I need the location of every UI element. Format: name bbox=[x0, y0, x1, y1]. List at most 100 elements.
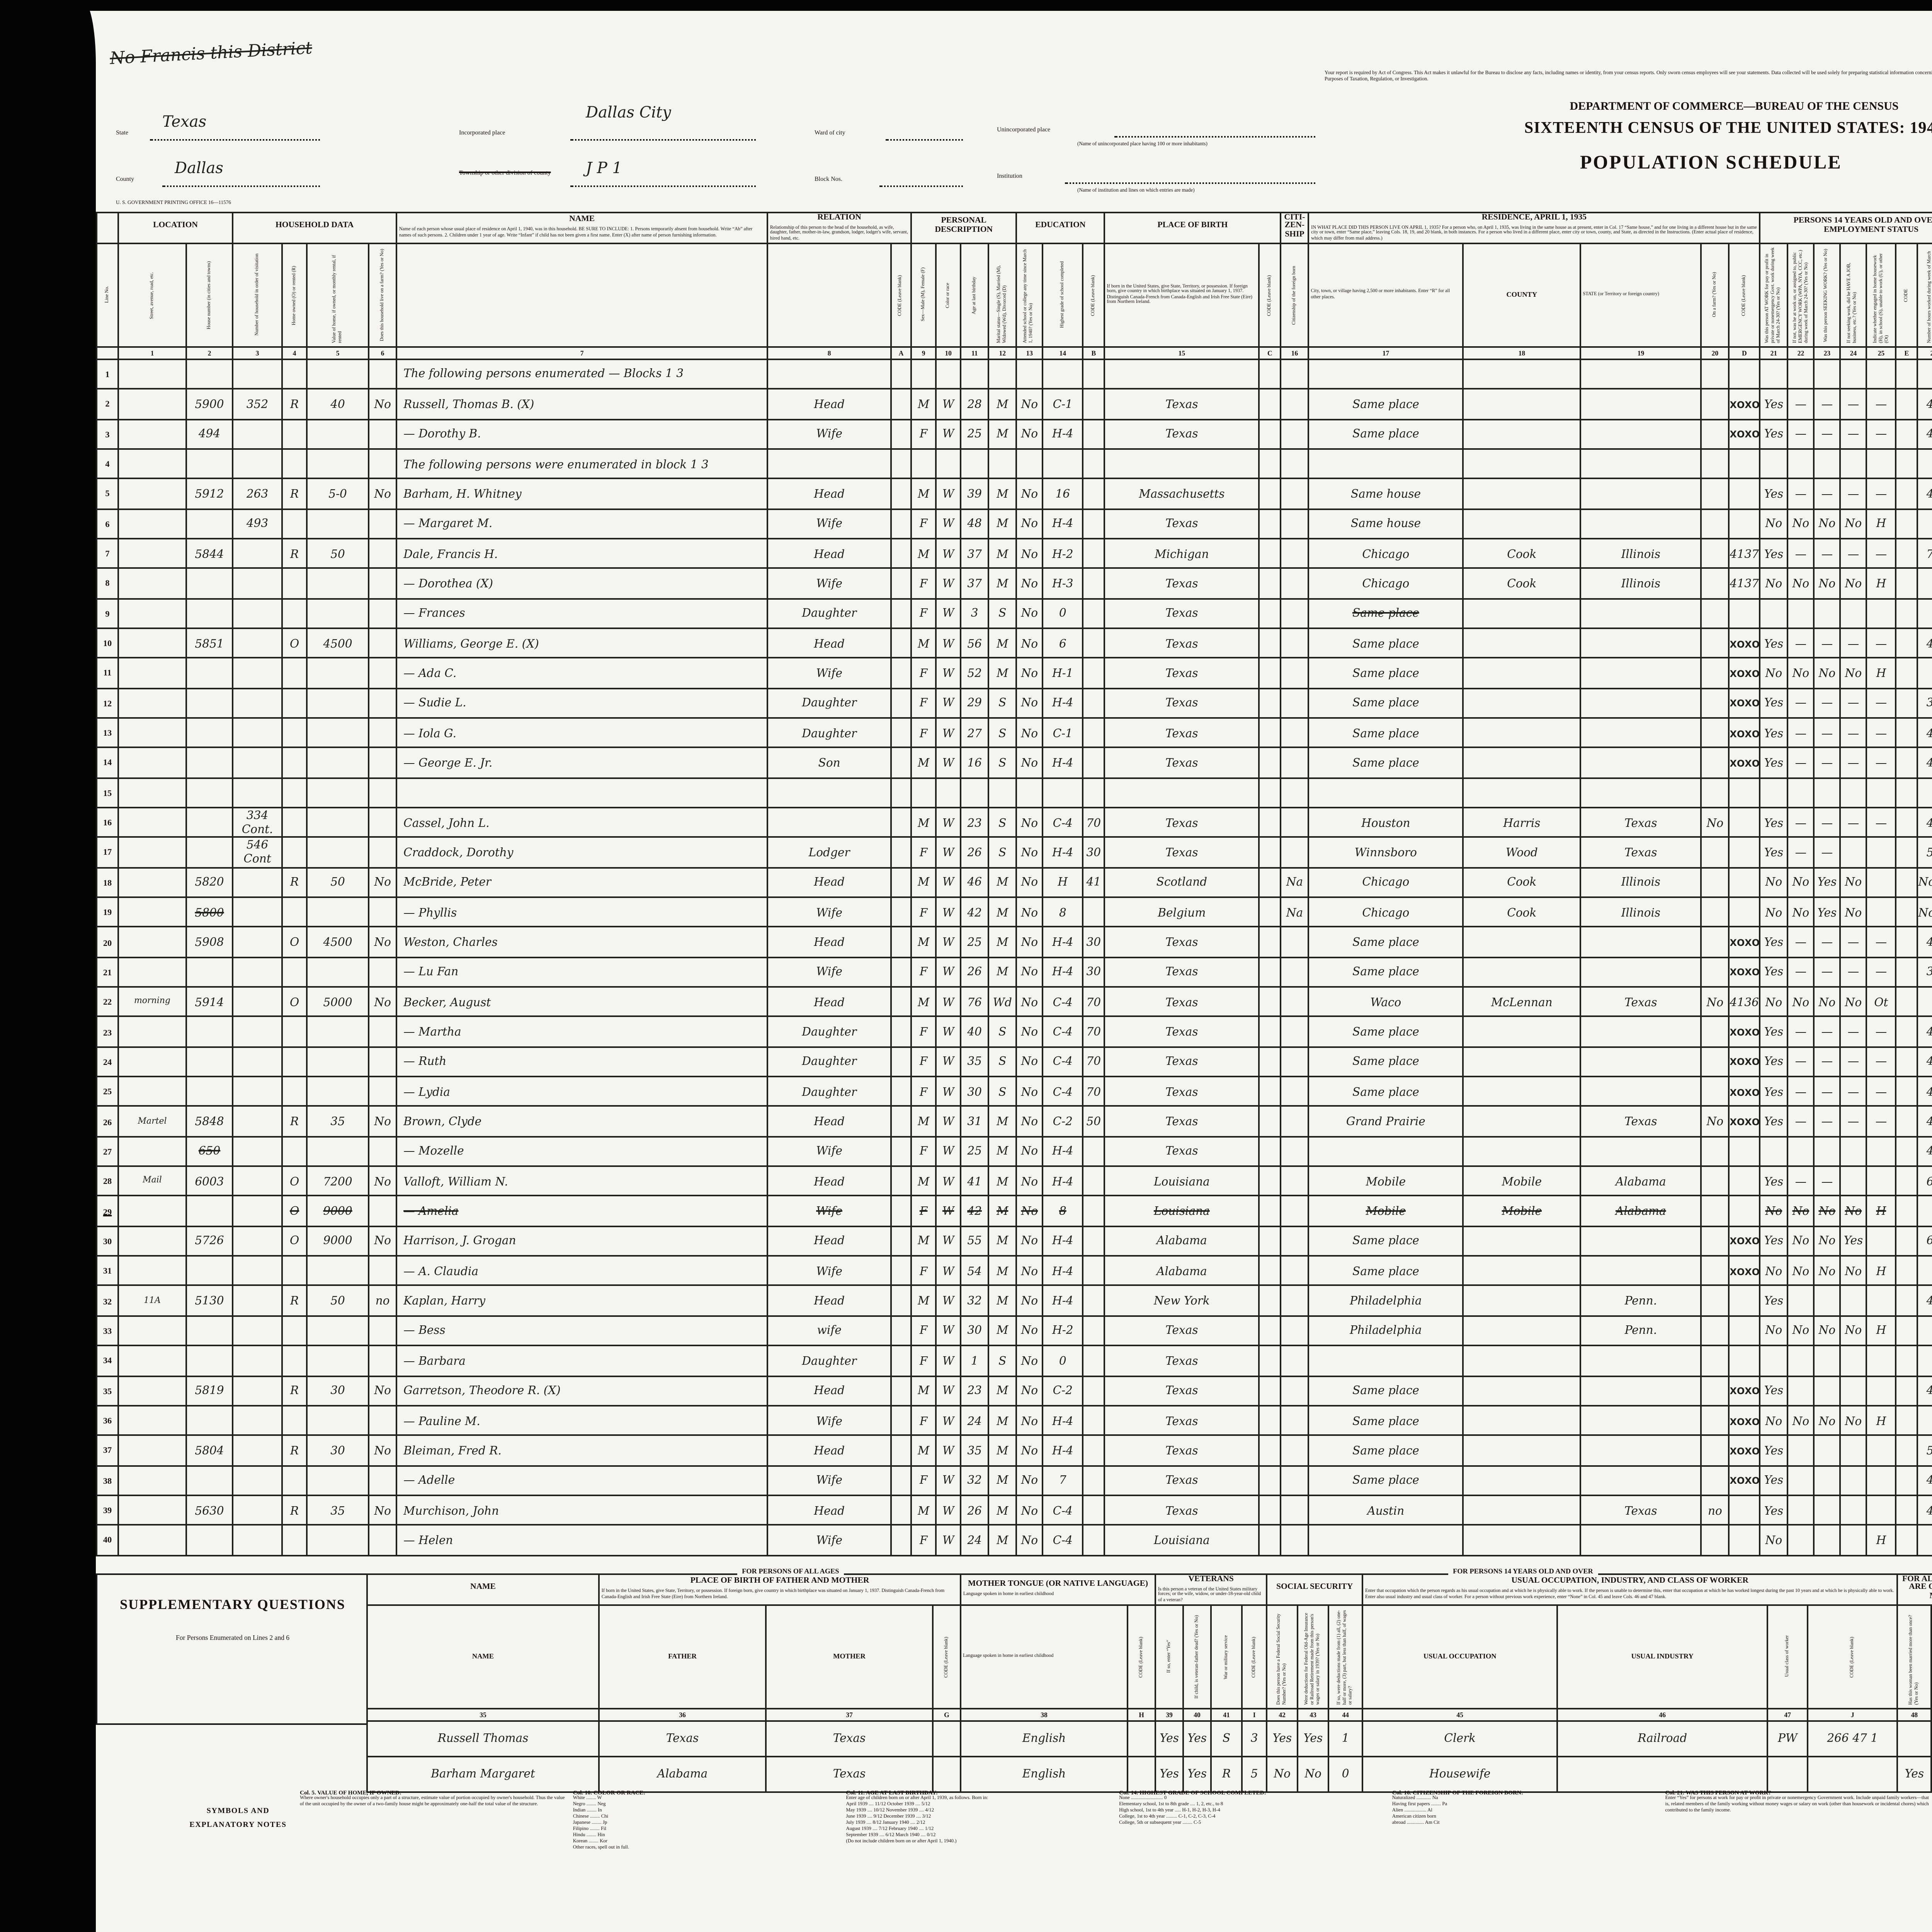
suppl-group-header: VETERANS Is this person a veteran of the … bbox=[1155, 1573, 1268, 1606]
schedule-cell-rel: Head bbox=[767, 1165, 892, 1197]
schedule-cell-c21: No bbox=[1759, 508, 1789, 539]
schedule-cell-cE bbox=[1895, 1046, 1918, 1078]
schedule-cell-farm bbox=[368, 837, 398, 868]
schedule-cell-c23 bbox=[1813, 1285, 1841, 1317]
schedule-cell-cB bbox=[1082, 1434, 1105, 1466]
schedule-cell-name: Becker, August bbox=[396, 986, 769, 1018]
schedule-cell-cE bbox=[1895, 358, 1918, 390]
suppl-group-header: MOTHER TONGUE (OR NATIVE LANGUAGE) Langua… bbox=[959, 1573, 1156, 1606]
schedule-cell-rcity: Same place bbox=[1308, 956, 1464, 988]
schedule-cell-house bbox=[185, 747, 234, 779]
schedule-cell-ln1: 11 bbox=[96, 657, 119, 689]
schedule-row-31: 31— A. Claudia Wife F W 54 M No H-4 Alabama Same … bbox=[96, 1255, 1932, 1287]
schedule-cell-rstate: Illinois bbox=[1580, 896, 1702, 928]
schedule-col-number-cA: A bbox=[890, 346, 912, 360]
schedule-cell-house bbox=[185, 448, 234, 480]
schedule-col-label-ln1: Line No. bbox=[96, 242, 119, 348]
schedule-cell-rfarm bbox=[1700, 1135, 1730, 1167]
schedule-cell-cC bbox=[1258, 837, 1282, 868]
schedule-cell-cA bbox=[890, 896, 912, 928]
schedule-cell-c23 bbox=[1813, 1524, 1841, 1556]
schedule-cell-mar: S bbox=[988, 806, 1017, 838]
schedule-cell-cB: 70 bbox=[1082, 1016, 1105, 1048]
schedule-cell-c22: — bbox=[1787, 747, 1815, 779]
schedule-cell-cA bbox=[890, 1046, 912, 1078]
schedule-cell-cE bbox=[1895, 388, 1918, 420]
schedule-cell-c23: No bbox=[1813, 1315, 1841, 1347]
schedule-cell-cit bbox=[1280, 806, 1310, 838]
schedule-cell-rcounty bbox=[1462, 1255, 1582, 1287]
schedule-cell-farm bbox=[368, 508, 398, 539]
schedule-cell-mar: M bbox=[988, 1434, 1017, 1466]
suppl-col-label-v41: War or military service bbox=[1210, 1604, 1243, 1709]
schedule-cell-race: W bbox=[935, 956, 962, 988]
schedule-cell-cA bbox=[890, 1405, 912, 1436]
schedule-cell-cit bbox=[1280, 747, 1310, 779]
schedule-cell-rcity bbox=[1308, 777, 1464, 808]
schedule-cell-cC bbox=[1258, 1165, 1282, 1197]
schedule-cell-name: — Ada C. bbox=[396, 657, 769, 689]
schedule-cell-rfarm bbox=[1700, 1405, 1730, 1436]
schedule-cell-cB bbox=[1082, 1345, 1105, 1377]
schedule-cell-rcounty: McLennan bbox=[1462, 986, 1582, 1018]
schedule-cell-rstate bbox=[1580, 1016, 1702, 1048]
schedule-cell-c22: — bbox=[1787, 478, 1815, 510]
schedule-cell-val: 35 bbox=[306, 1494, 370, 1526]
schedule-cell-rcounty bbox=[1462, 1225, 1582, 1257]
schedule-cell-cB bbox=[1082, 597, 1105, 629]
schedule-cell-c24: No bbox=[1839, 1405, 1867, 1436]
schedule-cell-street bbox=[117, 866, 187, 898]
schedule-cell-name: — Ruth bbox=[396, 1046, 769, 1078]
schedule-cell-hh bbox=[232, 448, 283, 480]
schedule-cell-age: 76 bbox=[960, 986, 990, 1018]
schedule-cell-farm: No bbox=[368, 1434, 398, 1466]
schedule-cell-c24 bbox=[1839, 837, 1867, 868]
schedule-cell-c26: 44 bbox=[1917, 418, 1932, 450]
schedule-cell-rfarm bbox=[1700, 1016, 1730, 1048]
schedule-cell-cA bbox=[890, 717, 912, 749]
schedule-cell-age: 26 bbox=[960, 837, 990, 868]
schedule-cell-c25 bbox=[1866, 1494, 1897, 1526]
schedule-cell-hh bbox=[232, 1046, 283, 1078]
schedule-cell-grade: 0 bbox=[1042, 1345, 1084, 1377]
schedule-cell-c23: — bbox=[1813, 478, 1841, 510]
schedule-cell-rel: Head bbox=[767, 1285, 892, 1317]
schedule-row-2: 2 5900 352 R 40 No Russell, Thomas B. (X) Head M… bbox=[96, 388, 1932, 420]
schedule-cell-name: Russell, Thomas B. (X) bbox=[396, 388, 769, 420]
schedule-cell-sch: No bbox=[1015, 1285, 1044, 1317]
schedule-cell-birth: Texas bbox=[1104, 1405, 1260, 1436]
schedule-col-label-own: Home owned (O) or rented (R) bbox=[281, 242, 308, 348]
suppl-col-label-v44: If so, were deductions made from (1) all… bbox=[1328, 1604, 1364, 1709]
note-block-1: Col. 10. COLOR OR RACE: White ........ W … bbox=[573, 1790, 646, 1850]
schedule-cell-cit bbox=[1280, 926, 1310, 958]
schedule-cell-mar: S bbox=[988, 687, 1017, 719]
schedule-row-23: 23— Martha Daughter F W 40 S No C-4 70 Texas Same … bbox=[96, 1016, 1932, 1048]
schedule-cell-c26: 35 bbox=[1917, 956, 1932, 988]
suppl-cell-v39: Yes bbox=[1155, 1755, 1184, 1793]
schedule-cell-ln1: 38 bbox=[96, 1464, 119, 1496]
schedule-cell-rel: Wife bbox=[767, 418, 892, 450]
schedule-cell-c22 bbox=[1787, 1464, 1815, 1496]
schedule-cell-c22: No bbox=[1787, 1405, 1815, 1436]
schedule-cell-cC bbox=[1258, 418, 1282, 450]
schedule-cell-cA bbox=[890, 1434, 912, 1466]
schedule-cell-cD: XOXO bbox=[1728, 926, 1761, 958]
schedule-cell-sch: No bbox=[1015, 717, 1044, 749]
schedule-cell-grade: H-4 bbox=[1042, 418, 1084, 450]
schedule-cell-hh bbox=[232, 956, 283, 988]
schedule-cell-val bbox=[306, 687, 370, 719]
schedule-col-number-c23: 23 bbox=[1813, 346, 1841, 360]
schedule-cell-hh bbox=[232, 747, 283, 779]
schedule-cell-sch: No bbox=[1015, 1135, 1044, 1167]
schedule-cell-c22: — bbox=[1787, 537, 1815, 569]
schedule-cell-cB bbox=[1082, 1195, 1105, 1227]
schedule-cell-sch: No bbox=[1015, 1374, 1044, 1406]
schedule-cell-cD: 4136 bbox=[1728, 986, 1761, 1018]
schedule-cell-own bbox=[281, 956, 308, 988]
schedule-cell-rcounty bbox=[1462, 717, 1582, 749]
schedule-cell-birth: Texas bbox=[1104, 1464, 1260, 1496]
schedule-cell-rstate: Texas bbox=[1580, 837, 1702, 868]
schedule-cell-mar bbox=[988, 448, 1017, 480]
schedule-col-label-rfarm: On a farm? (Yes or No) bbox=[1700, 242, 1730, 348]
schedule-cell-c21: Yes bbox=[1759, 806, 1789, 838]
